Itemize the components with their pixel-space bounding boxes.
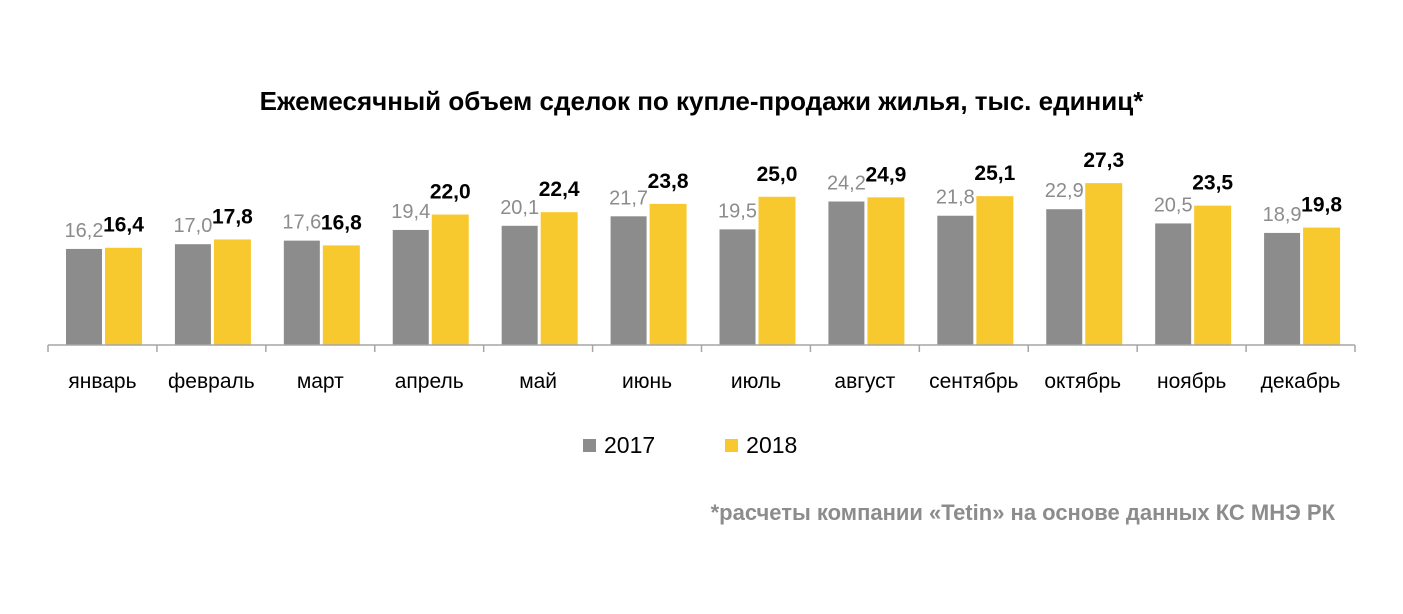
data-label-2017-ноябрь: 20,5 <box>1154 194 1193 216</box>
data-label-2017-август: 24,2 <box>827 172 866 194</box>
data-label-2017-июль: 19,5 <box>718 200 757 222</box>
bar-2018-декабрь <box>1303 227 1341 345</box>
bar-2018-август <box>867 197 905 345</box>
data-label-2018-февраль: 17,8 <box>212 205 253 228</box>
bar-2018-сентябрь <box>976 196 1014 345</box>
x-tick-label-март: март <box>297 370 344 393</box>
data-label-2018-апрель: 22,0 <box>430 181 471 204</box>
bar-2018-март <box>322 245 360 345</box>
data-label-2018-октябрь: 27,3 <box>1083 149 1124 172</box>
x-tick-label-июль: июль <box>731 370 781 393</box>
bar-2018-май <box>540 212 578 345</box>
data-label-2018-январь: 16,4 <box>103 214 144 237</box>
legend-swatch-2017 <box>583 439 596 452</box>
data-label-2018-август: 24,9 <box>865 163 906 186</box>
bar-2018-февраль <box>213 239 251 345</box>
bar-2017-май <box>501 225 538 345</box>
bar-2018-ноябрь <box>1194 205 1232 345</box>
bar-2018-июнь <box>649 203 687 345</box>
data-label-2017-октябрь: 22,9 <box>1045 180 1084 202</box>
legend-label-2017: 2017 <box>604 432 656 458</box>
x-tick-label-апрель: апрель <box>395 370 464 393</box>
x-tick-label-декабрь: декабрь <box>1261 370 1341 393</box>
legend-item-2017: 2017 <box>583 432 655 459</box>
bar-2017-декабрь <box>1264 232 1301 345</box>
data-label-2018-сентябрь: 25,1 <box>974 162 1015 185</box>
bar-2017-январь <box>66 248 102 345</box>
bar-2017-ноябрь <box>1155 223 1192 345</box>
data-label-2017-декабрь: 18,9 <box>1263 204 1302 226</box>
data-label-2018-июнь: 23,8 <box>648 170 689 193</box>
bar-2017-октябрь <box>1046 209 1083 345</box>
data-label-2018-май: 22,4 <box>539 178 580 201</box>
bar-2017-июль <box>719 229 756 345</box>
bar-2017-август <box>828 201 865 345</box>
data-label-2018-ноябрь: 23,5 <box>1192 172 1233 195</box>
bar-2017-апрель <box>392 229 429 345</box>
data-label-2018-декабрь: 19,8 <box>1301 194 1342 217</box>
bar-2018-октябрь <box>1085 183 1123 345</box>
data-label-2017-март: 17,6 <box>282 212 321 234</box>
bar-2018-апрель <box>431 214 469 345</box>
data-label-2017-май: 20,1 <box>500 197 539 219</box>
data-label-2017-февраль: 17,0 <box>173 215 212 237</box>
data-label-2017-апрель: 19,4 <box>391 201 430 223</box>
data-label-2017-сентябрь: 21,8 <box>936 187 975 209</box>
x-tick-label-май: май <box>519 370 557 393</box>
legend: 2017 2018 <box>583 432 867 459</box>
chart-title: Ежемесячный объем сделок по купле-продаж… <box>259 86 1144 116</box>
bar-2018-январь <box>105 247 142 345</box>
x-tick-label-сентябрь: сентябрь <box>929 370 1018 393</box>
data-label-2017-январь: 16,2 <box>65 220 104 242</box>
bar-2017-февраль <box>174 244 211 345</box>
data-label-2017-июнь: 21,7 <box>609 187 648 209</box>
bar-2017-сентябрь <box>937 215 974 345</box>
x-tick-label-август: август <box>834 370 895 393</box>
x-tick-label-ноябрь: ноябрь <box>1157 370 1226 393</box>
data-label-2018-март: 16,8 <box>321 211 362 234</box>
x-tick-label-июнь: июнь <box>622 370 672 393</box>
x-tick-label-январь: январь <box>68 370 136 393</box>
legend-swatch-2018 <box>725 439 739 452</box>
bar-2017-март <box>283 240 320 345</box>
bar-2018-июль <box>758 196 796 345</box>
footnote: *расчеты компании «Tetin» на основе данн… <box>710 500 1335 525</box>
bar-2017-июнь <box>610 216 647 345</box>
data-label-2018-июль: 25,0 <box>757 163 798 186</box>
legend-label-2018: 2018 <box>746 432 798 458</box>
x-tick-label-октябрь: октябрь <box>1044 370 1121 393</box>
legend-item-2018: 2018 <box>725 432 797 459</box>
x-tick-label-февраль: февраль <box>168 370 255 393</box>
